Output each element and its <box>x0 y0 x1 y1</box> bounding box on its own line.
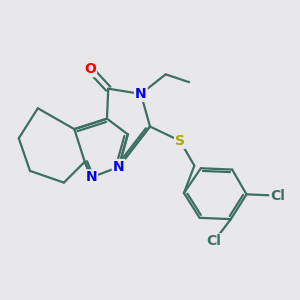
Text: O: O <box>84 62 96 76</box>
Text: Cl: Cl <box>270 189 285 203</box>
Text: Cl: Cl <box>206 234 221 248</box>
Text: N: N <box>85 170 97 184</box>
Text: N: N <box>113 160 124 174</box>
Text: N: N <box>135 87 147 101</box>
Text: S: S <box>175 134 185 148</box>
